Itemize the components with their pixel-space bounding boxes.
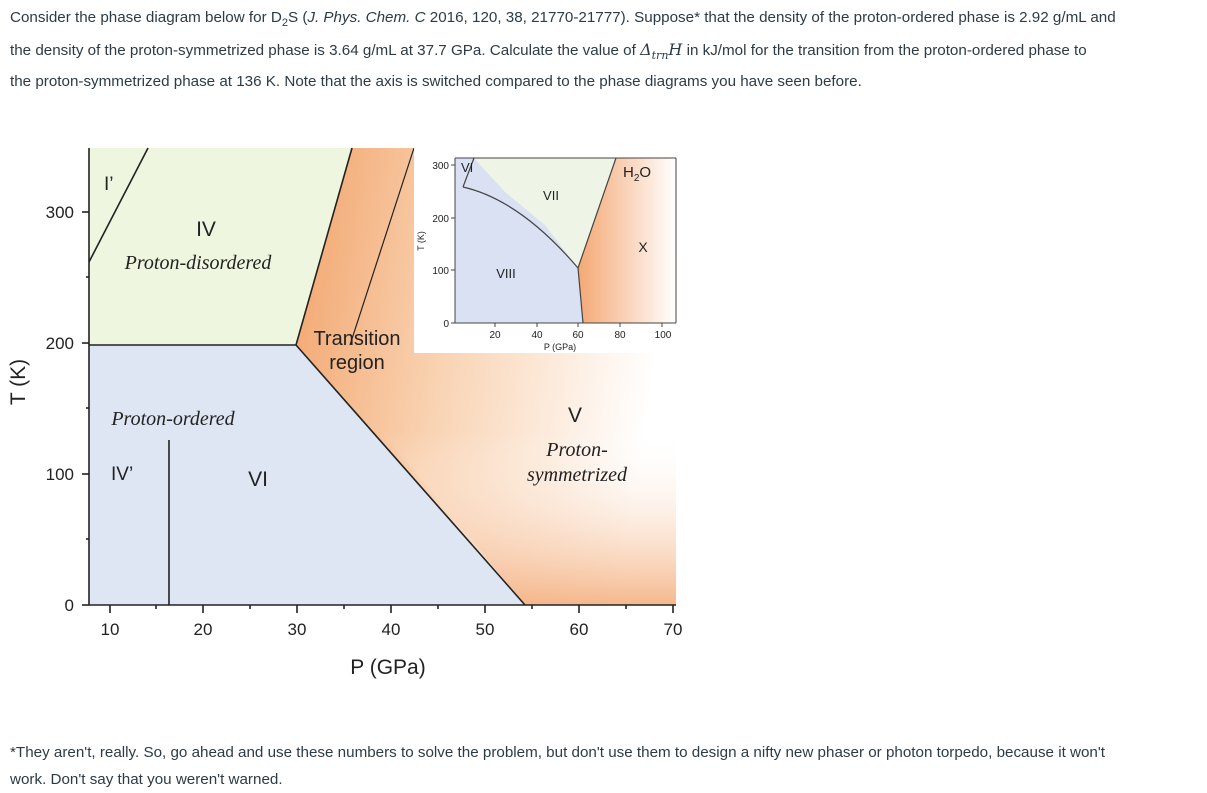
proton-symmetrized-bottom-shade <box>380 430 676 605</box>
x-tick-label: 20 <box>194 620 213 639</box>
question-line-1: Consider the phase diagram below for D2S… <box>10 5 1200 37</box>
y-tick-label: 100 <box>46 465 74 484</box>
x-tick-label: 60 <box>570 620 589 639</box>
inset-label-viii: VIII <box>496 266 516 281</box>
inset-boundary-vii-viii <box>462 186 579 269</box>
inset-x-tick-label: 100 <box>655 330 672 341</box>
label-proton-sym-2: symmetrized <box>527 464 628 486</box>
y-tick-labels: 300 200 100 0 <box>46 203 74 615</box>
inset-boundary-vii-x <box>577 157 617 269</box>
inset-y-tick-label: 300 <box>432 161 449 172</box>
inset-label-vi: VI <box>461 160 473 175</box>
question-part: Consider the phase diagram below for D <box>10 9 282 26</box>
question-line-3: the proton-symmetrized phase at 136 K. N… <box>10 73 862 91</box>
x-tick-label: 30 <box>288 620 307 639</box>
inset-vi-region <box>455 158 474 195</box>
y-axis-label: T (K) <box>7 359 30 405</box>
inset-x-ticks <box>494 323 663 327</box>
x-ticks <box>109 605 674 613</box>
label-v: V <box>568 404 582 427</box>
y-tick-label: 0 <box>65 596 74 615</box>
x-axis-label: P (GPa) <box>350 656 425 679</box>
question-part: 2016, 120, 38, 21770-21777). Suppose* th… <box>425 9 1116 26</box>
label-proton-sym-1: Proton- <box>545 439 607 461</box>
inset-vii-region <box>474 158 616 268</box>
inset-boundary-vi-vii <box>462 157 475 188</box>
question-part: in kJ/mol for the transition from the pr… <box>682 41 1087 59</box>
inset-y-tick-label: 200 <box>432 214 449 225</box>
inset-x-tick-labels: 20 40 60 80 100 <box>489 330 671 341</box>
boundary-i-iv <box>88 147 149 263</box>
inset-y-tick-label: 100 <box>432 266 449 277</box>
label-proton-disordered: Proton-disordered <box>124 252 273 274</box>
x-tick-label: 70 <box>664 620 683 639</box>
question-part: S ( <box>287 9 308 26</box>
inset-boundary-viii-x <box>577 267 584 324</box>
label-i-prime: I’ <box>104 174 114 195</box>
inset-x-region <box>578 158 676 323</box>
inset-h2o-o: O <box>639 164 651 181</box>
inset-label-x: X <box>638 239 648 255</box>
journal-name: J. Phys. Chem. C <box>307 9 426 26</box>
inset-h2o-h: H <box>623 164 634 181</box>
x-tick-labels: 10 20 30 40 50 60 70 <box>101 620 683 639</box>
inset-x-tick-label: 40 <box>531 330 543 341</box>
y-tick-label: 300 <box>46 203 74 222</box>
proton-disordered-region <box>89 148 352 345</box>
inset-viii-region <box>455 158 583 323</box>
boundary-v-edge <box>349 147 415 346</box>
question-part: the density of the proton-symmetrized ph… <box>10 41 641 59</box>
label-vi: VI <box>248 468 268 491</box>
inset-y-ticks <box>451 164 455 324</box>
y-tick-label: 200 <box>46 334 74 353</box>
question-text: Consider the phase diagram below for D2S… <box>10 5 1200 96</box>
math-h: H <box>668 39 683 59</box>
inset-plot: 300 200 100 0 20 40 60 80 100 P (GPa) T … <box>414 148 677 353</box>
inset-label-vii: VII <box>543 188 559 203</box>
question-line-2: the density of the proton-symmetrized ph… <box>10 37 1200 70</box>
inset-y-tick-labels: 300 200 100 0 <box>432 161 449 330</box>
label-iv-prime: IV’ <box>111 464 133 485</box>
inset-y-axis-label: T (K) <box>416 231 426 251</box>
math-subscript-trn: trn <box>651 48 669 62</box>
x-tick-label: 50 <box>476 620 495 639</box>
x-tick-label: 10 <box>101 620 120 639</box>
inset-h2o-sub: 2 <box>634 173 640 184</box>
subscript: 2 <box>281 17 288 30</box>
inset-label-h2o: H2O <box>623 164 651 184</box>
inset-x-tick-label: 60 <box>572 330 584 341</box>
label-region: region <box>329 352 385 374</box>
footnote-line-1: *They aren't, really. So, go ahead and u… <box>10 744 1105 761</box>
y-ticks <box>82 211 89 606</box>
inset-x-tick-label: 20 <box>489 330 501 341</box>
inset-x-tick-label: 80 <box>614 330 626 341</box>
label-transition: Transition <box>313 328 400 350</box>
x-tick-label: 40 <box>382 620 401 639</box>
boundary-iv-transition <box>295 147 353 346</box>
footnote-line-2: work. Don't say that you weren't warned. <box>10 770 283 788</box>
label-proton-ordered: Proton-ordered <box>110 408 235 430</box>
boundary-ordered-transition <box>295 344 526 606</box>
math-delta: Δ <box>640 39 652 59</box>
inset-y-tick-label: 0 <box>443 319 449 330</box>
inset-x-axis-label: P (GPa) <box>544 342 576 352</box>
footnote: *They aren't, really. So, go ahead and u… <box>10 740 1200 793</box>
label-iv: IV <box>196 218 216 241</box>
proton-ordered-region <box>89 345 525 605</box>
